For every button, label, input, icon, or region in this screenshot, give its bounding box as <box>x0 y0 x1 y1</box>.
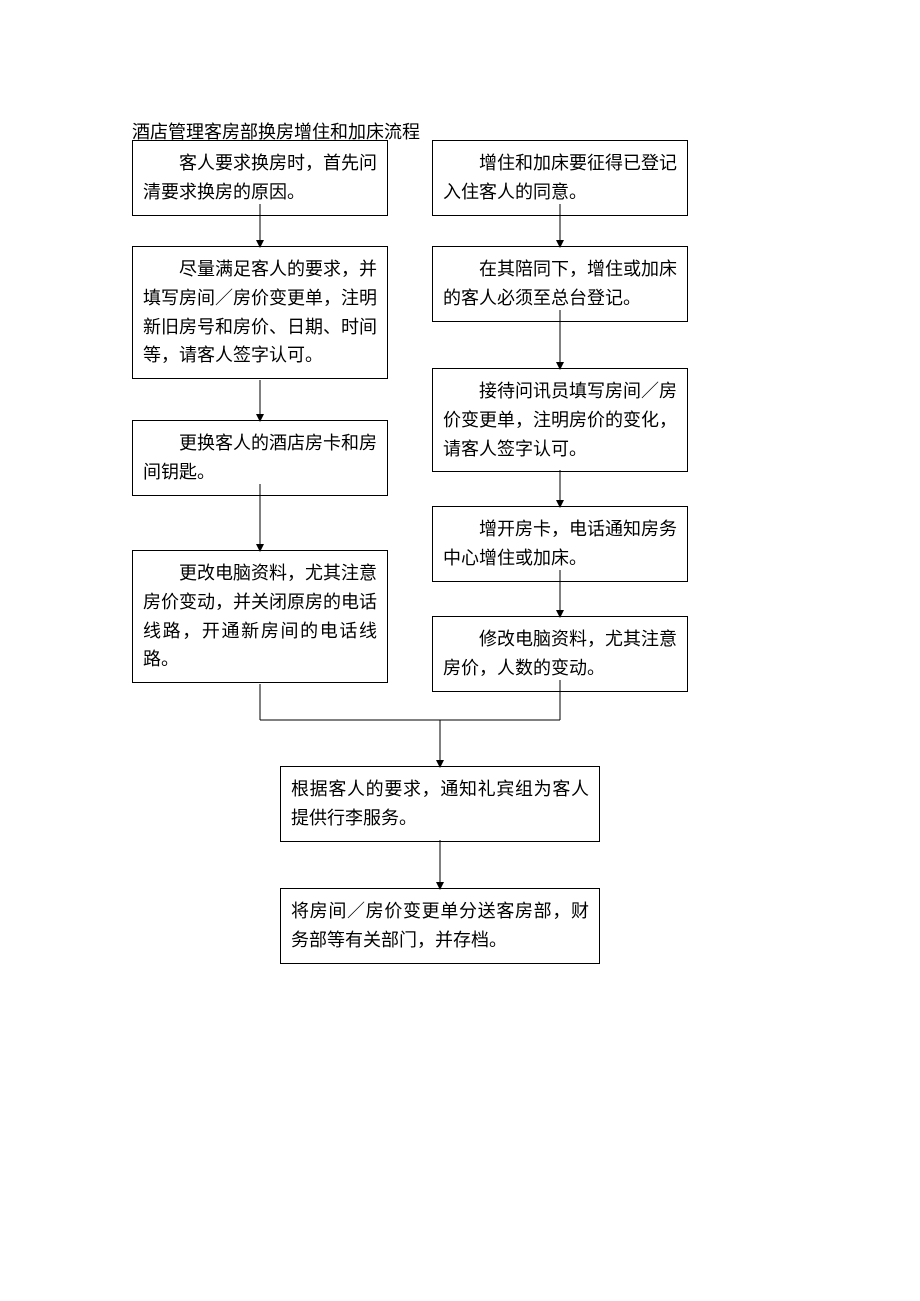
node-L4: 更改电脑资料，尤其注意房价变动，并关闭原房的电话线路，开通新房间的电话线路。 <box>132 550 388 683</box>
title-text: 酒店管理客房部换房增住和加床流程 <box>132 122 420 142</box>
node-L3: 更换客人的酒店房卡和房间钥匙。 <box>132 420 388 496</box>
node-R1: 增住和加床要征得已登记入住客人的同意。 <box>432 140 688 216</box>
node-R2: 在其陪同下，增住或加床的客人必须至总台登记。 <box>432 246 688 322</box>
node-R3-text: 接待问讯员填写房间／房价变更单，注明房价的变化，请客人签字认可。 <box>443 381 677 459</box>
node-R4: 增开房卡，电话通知房务中心增住或加床。 <box>432 506 688 582</box>
node-R3: 接待问讯员填写房间／房价变更单，注明房价的变化，请客人签字认可。 <box>432 368 688 472</box>
node-R2-text: 在其陪同下，增住或加床的客人必须至总台登记。 <box>443 259 677 308</box>
node-L1: 客人要求换房时，首先问清要求换房的原因。 <box>132 140 388 216</box>
node-L2: 尽量满足客人的要求，并填写房间／房价变更单，注明新旧房号和房价、日期、时间等，请… <box>132 246 388 379</box>
node-R1-text: 增住和加床要征得已登记入住客人的同意。 <box>443 153 677 202</box>
node-R5: 修改电脑资料，尤其注意房价，人数的变动。 <box>432 616 688 692</box>
node-R4-text: 增开房卡，电话通知房务中心增住或加床。 <box>443 519 677 568</box>
node-L2-text: 尽量满足客人的要求，并填写房间／房价变更单，注明新旧房号和房价、日期、时间等，请… <box>143 259 377 365</box>
node-R5-text: 修改电脑资料，尤其注意房价，人数的变动。 <box>443 629 677 678</box>
node-M2: 将房间／房价变更单分送客房部，财务部等有关部门，并存档。 <box>280 888 600 964</box>
node-L3-text: 更换客人的酒店房卡和房间钥匙。 <box>143 433 377 482</box>
node-M1-text: 根据客人的要求，通知礼宾组为客人提供行李服务。 <box>291 779 589 828</box>
flowchart-container: 酒店管理客房部换房增住和加床流程 客人要求换房时，首先问清要求换房的原因。 尽量… <box>0 0 920 1301</box>
node-M1: 根据客人的要求，通知礼宾组为客人提供行李服务。 <box>280 766 600 842</box>
node-L4-text: 更改电脑资料，尤其注意房价变动，并关闭原房的电话线路，开通新房间的电话线路。 <box>143 563 377 669</box>
node-M2-text: 将房间／房价变更单分送客房部，财务部等有关部门，并存档。 <box>291 901 589 950</box>
node-L1-text: 客人要求换房时，首先问清要求换房的原因。 <box>143 153 377 202</box>
